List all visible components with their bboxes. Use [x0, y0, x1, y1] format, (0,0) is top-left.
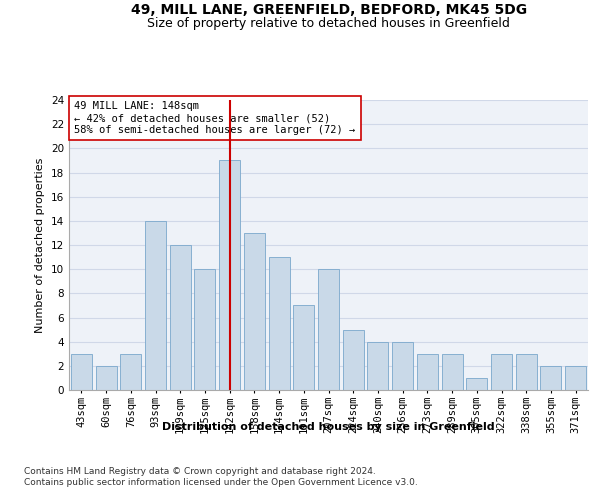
- Y-axis label: Number of detached properties: Number of detached properties: [35, 158, 46, 332]
- Bar: [71, 354, 92, 390]
- Text: Size of property relative to detached houses in Greenfield: Size of property relative to detached ho…: [148, 16, 510, 30]
- Bar: [565, 366, 586, 390]
- Bar: [516, 354, 537, 390]
- Bar: [466, 378, 487, 390]
- Bar: [219, 160, 240, 390]
- Bar: [417, 354, 438, 390]
- Text: Contains HM Land Registry data © Crown copyright and database right 2024.
Contai: Contains HM Land Registry data © Crown c…: [24, 468, 418, 487]
- Bar: [442, 354, 463, 390]
- Text: 49 MILL LANE: 148sqm
← 42% of detached houses are smaller (52)
58% of semi-detac: 49 MILL LANE: 148sqm ← 42% of detached h…: [74, 102, 355, 134]
- Text: 49, MILL LANE, GREENFIELD, BEDFORD, MK45 5DG: 49, MILL LANE, GREENFIELD, BEDFORD, MK45…: [131, 2, 527, 16]
- Bar: [343, 330, 364, 390]
- Bar: [170, 245, 191, 390]
- Bar: [95, 366, 116, 390]
- Bar: [145, 221, 166, 390]
- Bar: [194, 269, 215, 390]
- Text: Distribution of detached houses by size in Greenfield: Distribution of detached houses by size …: [163, 422, 495, 432]
- Bar: [318, 269, 339, 390]
- Bar: [541, 366, 562, 390]
- Bar: [367, 342, 388, 390]
- Bar: [491, 354, 512, 390]
- Bar: [392, 342, 413, 390]
- Bar: [269, 257, 290, 390]
- Bar: [120, 354, 141, 390]
- Bar: [244, 233, 265, 390]
- Bar: [293, 306, 314, 390]
